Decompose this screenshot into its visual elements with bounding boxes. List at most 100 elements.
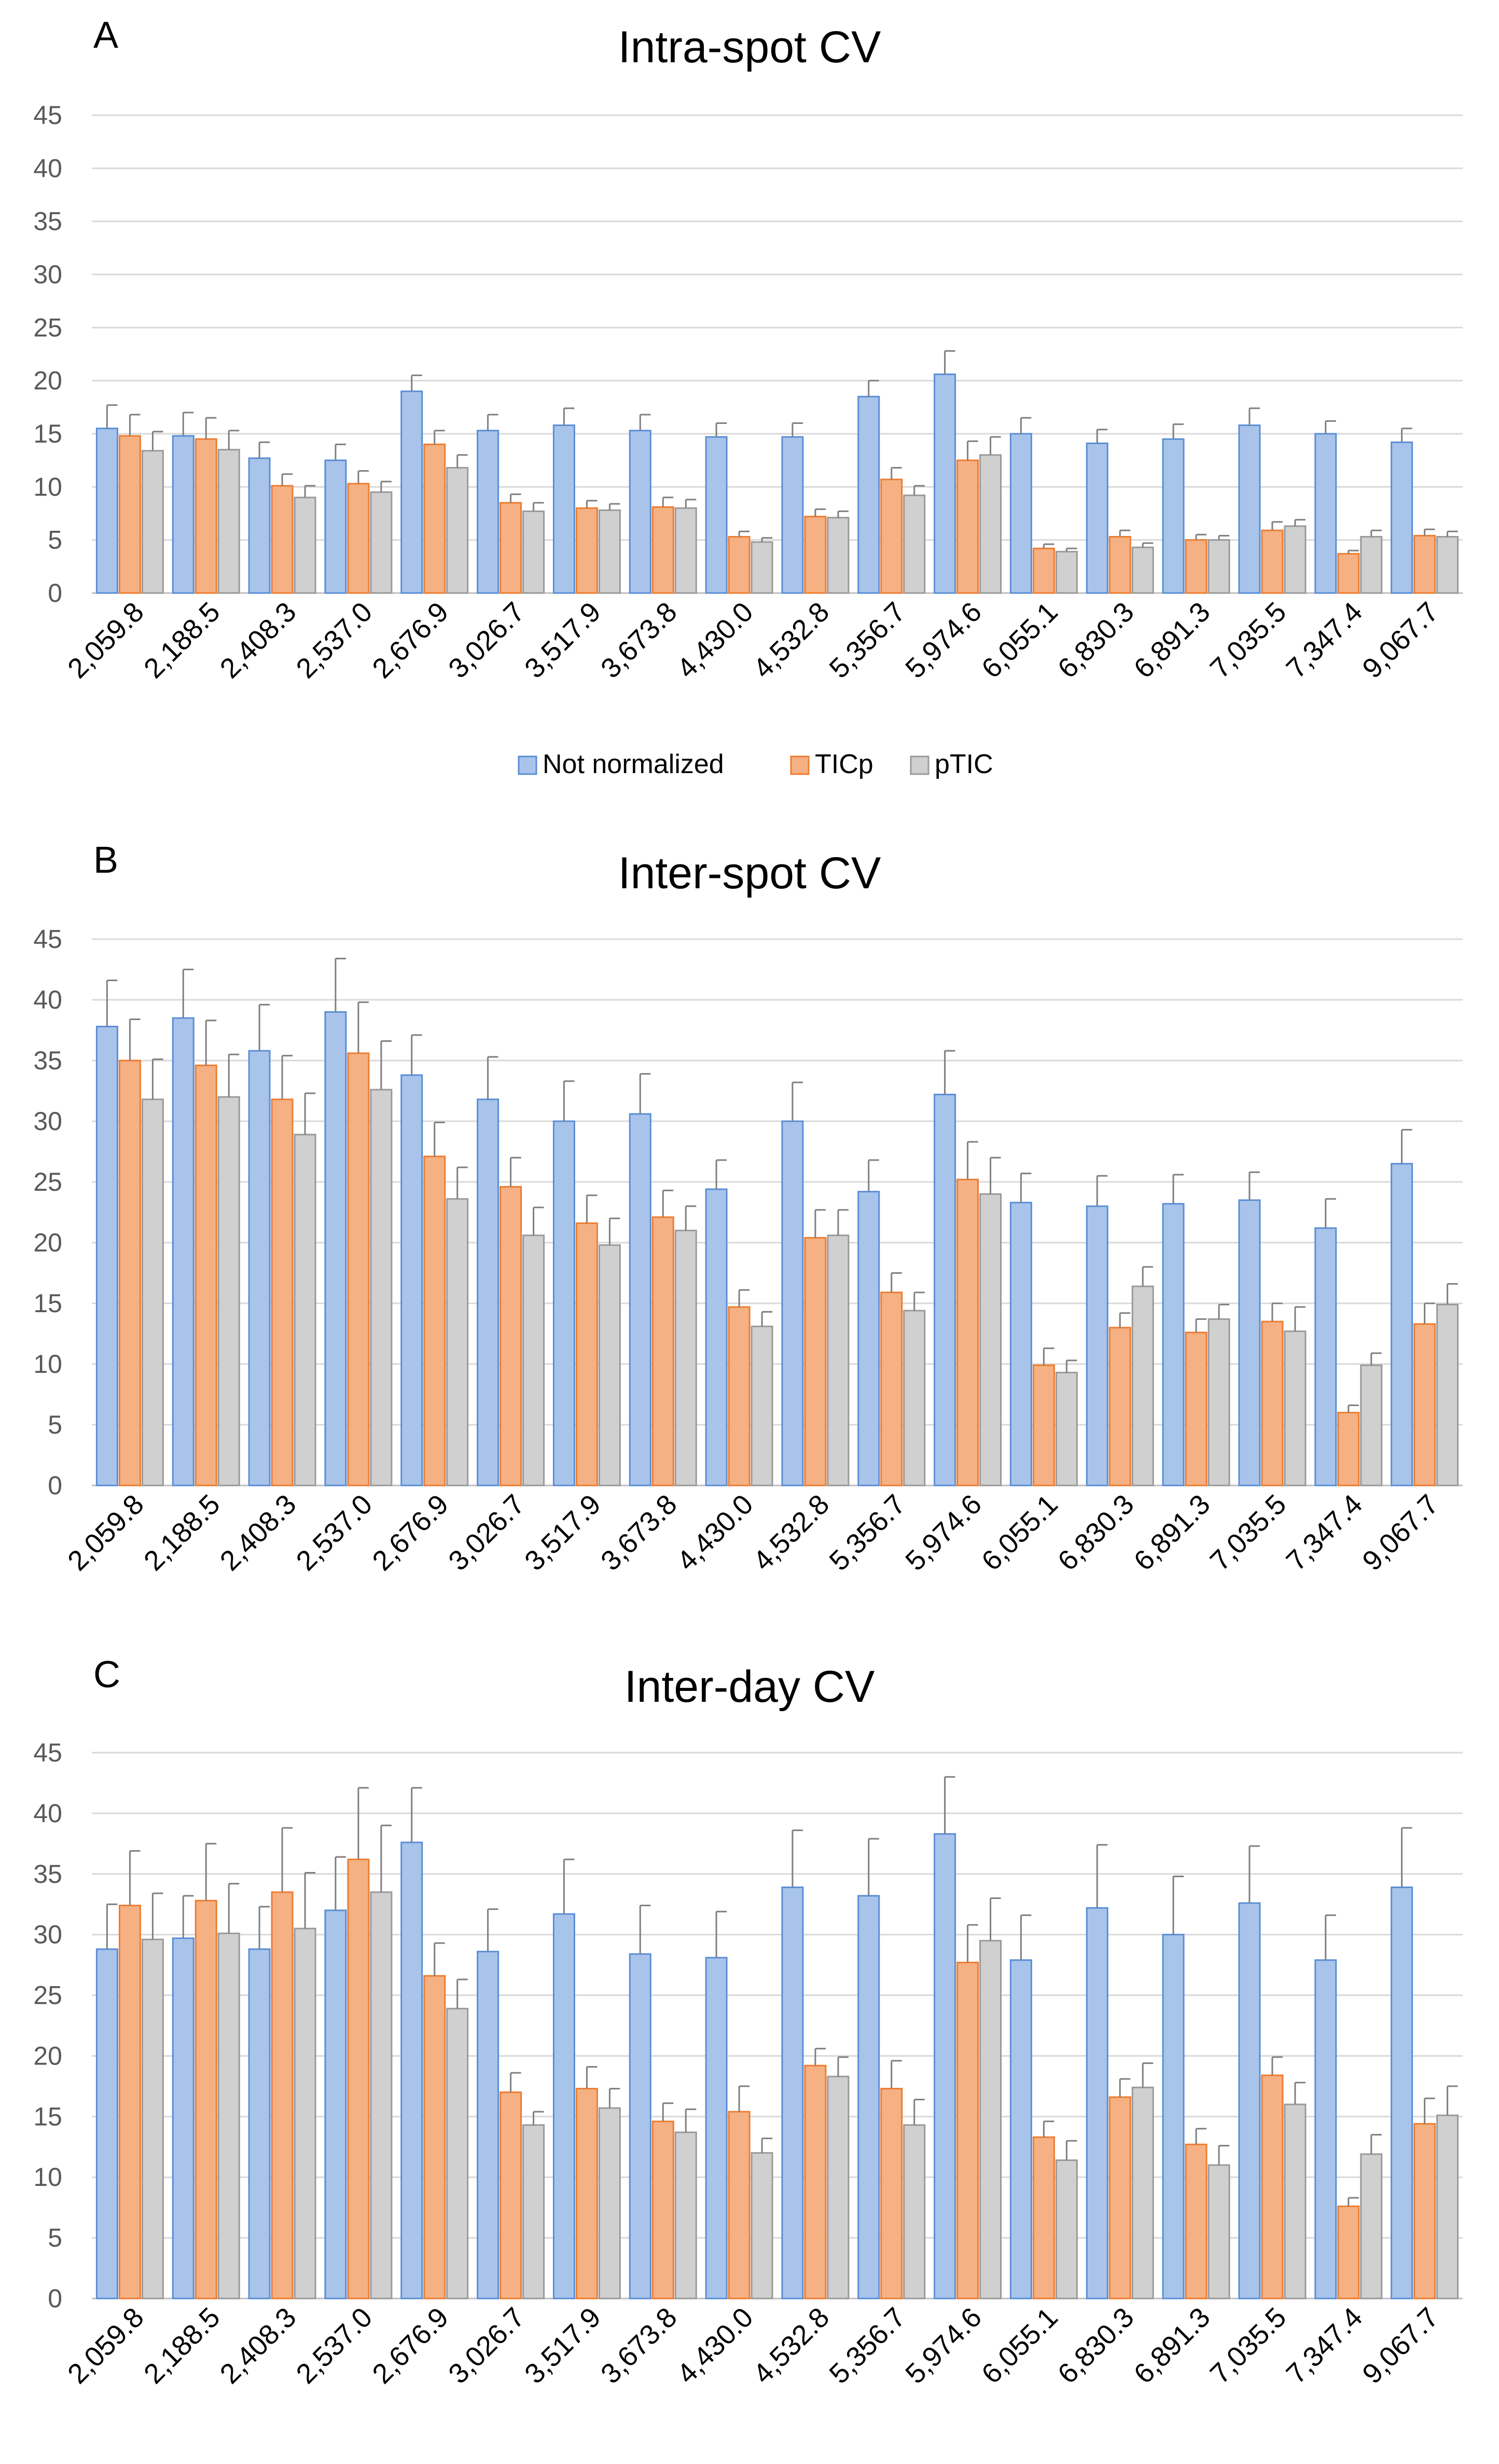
bar-not-normalized (248, 1948, 271, 2300)
y-tick-label: 40 (33, 1799, 62, 1828)
y-tick-label: 45 (33, 101, 62, 130)
bar-not-normalized (1086, 1205, 1108, 1486)
bar-ptic (1207, 539, 1230, 594)
y-tick-label: 30 (33, 1920, 62, 1949)
legend-swatch-ticp (790, 755, 810, 775)
bar-ticp (1185, 1331, 1207, 1486)
bar-not-normalized (1314, 433, 1337, 594)
bar-ptic (141, 1938, 164, 2300)
panel-b-letter: B (93, 839, 118, 881)
y-tick-label: 35 (33, 1046, 62, 1075)
bar-ptic (1284, 1330, 1307, 1486)
bar-ptic (1360, 2153, 1383, 2300)
bar-ticp (1185, 539, 1207, 594)
bar-ticp (651, 1216, 674, 1486)
bar-not-normalized (1009, 433, 1032, 594)
y-tick-label: 25 (33, 313, 62, 342)
bar-ticp (423, 443, 446, 594)
bar-ptic (1207, 1318, 1230, 1486)
bar-not-normalized (552, 1120, 575, 1486)
bar-not-normalized (934, 1833, 956, 2300)
bar-ticp (1032, 2136, 1055, 2300)
legend-label-ticp: TICp (815, 749, 873, 779)
bar-not-normalized (1238, 1199, 1261, 1486)
bar-not-normalized (934, 373, 956, 594)
bar-ptic (141, 450, 164, 594)
panel-a-letter: A (93, 15, 118, 56)
legend-label-not-normalized: Not normalized (543, 749, 724, 779)
bar-ptic (1131, 546, 1154, 594)
bar-ptic (979, 454, 1002, 594)
bar-ptic (217, 1932, 240, 2300)
bar-ptic (903, 494, 926, 594)
y-tick-label: 40 (33, 985, 62, 1014)
y-tick-label: 0 (48, 1471, 62, 1500)
bar-ptic (1207, 2164, 1230, 2300)
bar-ptic (1284, 525, 1307, 594)
panel-c-title: Inter-day CV (624, 1662, 875, 1712)
bar-ptic (751, 1325, 773, 1486)
bar-not-normalized (1162, 1934, 1185, 2300)
bar-ticp (804, 2064, 827, 2300)
bar-not-normalized (248, 457, 271, 594)
bar-ptic (598, 509, 621, 594)
bar-not-normalized (95, 428, 118, 594)
bar-ptic (979, 1939, 1002, 2300)
y-tick-label: 45 (33, 1738, 62, 1767)
bar-ticp (118, 1059, 141, 1486)
bar-ticp (347, 1859, 370, 2300)
bar-ptic (1131, 1285, 1154, 1486)
bar-ptic (827, 2075, 850, 2300)
bar-ptic (674, 2131, 697, 2300)
bar-not-normalized (324, 1909, 347, 2300)
bar-ptic (370, 1089, 393, 1486)
bar-ticp (1261, 529, 1284, 594)
bar-ticp (804, 516, 827, 594)
bar-not-normalized (857, 1191, 880, 1486)
bar-not-normalized (705, 1957, 728, 2300)
bar-ptic (751, 541, 773, 594)
bar-not-normalized (95, 1948, 118, 2300)
y-tick-label: 15 (33, 419, 62, 448)
bar-ptic (1055, 1371, 1078, 1486)
bar-not-normalized (629, 430, 651, 594)
bar-ptic (446, 466, 469, 594)
bar-ticp (1185, 2143, 1207, 2300)
bar-not-normalized (172, 435, 195, 594)
bar-ticp (575, 1222, 598, 1486)
bar-not-normalized (477, 1950, 499, 2300)
bar-ticp (499, 502, 522, 594)
bar-ticp (575, 2088, 598, 2300)
bar-not-normalized (95, 1025, 118, 1486)
bar-not-normalized (172, 1017, 195, 1486)
bar-ptic (1055, 2159, 1078, 2300)
bar-not-normalized (477, 430, 499, 594)
y-tick-label: 35 (33, 1860, 62, 1889)
y-tick-label: 5 (48, 1410, 62, 1439)
bar-ticp (1261, 1320, 1284, 1486)
bar-not-normalized (172, 1937, 195, 2300)
bar-ticp (575, 507, 598, 594)
bar-ptic (674, 507, 697, 594)
bar-not-normalized (1162, 1203, 1185, 1486)
bar-not-normalized (400, 1074, 423, 1486)
bar-ticp (271, 1098, 294, 1486)
legend-swatch-not-normalized (518, 755, 537, 775)
y-tick-label: 30 (33, 1107, 62, 1136)
bar-not-normalized (781, 1886, 804, 2300)
bar-not-normalized (477, 1098, 499, 1486)
bar-ticp (1032, 547, 1055, 594)
bar-not-normalized (857, 1895, 880, 2300)
bar-ticp (728, 1306, 751, 1486)
bar-not-normalized (1391, 1163, 1413, 1486)
bar-ticp (880, 1291, 903, 1486)
bar-not-normalized (400, 390, 423, 594)
bar-ticp (499, 1186, 522, 1486)
y-tick-label: 20 (33, 2041, 62, 2070)
bar-ptic (979, 1193, 1002, 1486)
bar-not-normalized (857, 395, 880, 594)
panel-b-title: Inter-spot CV (618, 848, 881, 898)
bar-not-normalized (1162, 438, 1185, 594)
bar-ticp (880, 478, 903, 594)
